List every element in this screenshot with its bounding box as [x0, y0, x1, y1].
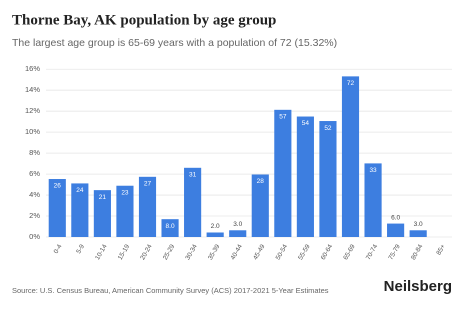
data-label: 33: [369, 167, 377, 174]
x-tick-label: 25-29: [162, 243, 177, 261]
data-label: 52: [324, 125, 332, 132]
bar: [48, 179, 66, 237]
y-tick-label: 16%: [25, 64, 40, 73]
source: Source: U.S. Census Bureau, American Com…: [12, 286, 329, 295]
bar: [409, 230, 427, 237]
y-tick-label: 8%: [29, 148, 40, 157]
bar: [274, 109, 292, 237]
x-tick-label: 85+: [435, 243, 447, 256]
y-tick-label: 4%: [29, 190, 40, 199]
brand: Neilsberg: [384, 278, 452, 295]
data-label: 28: [257, 178, 265, 185]
x-tick-label: 45-49: [252, 243, 267, 261]
data-label: 21: [99, 194, 107, 201]
y-tick-label: 2%: [29, 211, 40, 220]
y-tick-label: 14%: [25, 85, 40, 94]
x-tick-label: 80-84: [410, 243, 425, 261]
y-tick-label: 6%: [29, 169, 40, 178]
bar: [71, 183, 89, 237]
x-tick-label: 65-69: [342, 243, 357, 261]
x-tick-label: 20-24: [139, 243, 154, 261]
y-tick-label: 10%: [25, 127, 40, 136]
data-label: 3.0: [233, 221, 242, 228]
bar: [229, 230, 247, 237]
x-tick-label: 30-34: [184, 243, 199, 261]
x-tick-label: 5-9: [75, 243, 86, 255]
bar: [296, 116, 314, 237]
x-tick-label: 10-14: [94, 243, 109, 261]
bar: [161, 219, 179, 237]
data-label: 57: [279, 114, 287, 121]
data-label: 54: [302, 120, 310, 127]
bar: [341, 76, 360, 237]
data-label: 31: [189, 172, 197, 179]
x-tick-label: 35-39: [207, 243, 222, 261]
data-label: 2.0: [211, 223, 220, 230]
data-label: 3.0: [414, 221, 423, 228]
x-tick-label: 60-64: [320, 243, 335, 261]
data-label: 24: [76, 187, 84, 194]
data-label: 6.0: [391, 214, 400, 221]
x-tick-label: 70-74: [365, 243, 380, 261]
x-tick-label: 50-54: [275, 243, 290, 261]
data-label: 23: [121, 189, 129, 196]
data-label: 8.0: [166, 223, 175, 230]
x-tick-label: 15-19: [117, 243, 132, 261]
y-tick-label: 0%: [29, 232, 40, 241]
y-tick-label: 12%: [25, 106, 40, 115]
x-tick-label: 40-44: [230, 243, 245, 261]
bar: [116, 185, 134, 237]
bar: [251, 174, 269, 237]
bar: [206, 232, 224, 237]
chart-subtitle: The largest age group is 65-69 years wit…: [12, 37, 337, 49]
x-tick-label: 55-59: [297, 243, 312, 261]
bar: [319, 121, 337, 237]
data-label: 72: [347, 80, 355, 87]
bar: [138, 176, 157, 237]
x-tick-label: 75-79: [387, 243, 402, 261]
bar: [93, 190, 111, 237]
data-label: 27: [144, 181, 152, 188]
bar: [184, 167, 202, 237]
bar: [364, 163, 382, 237]
chart-title: Thorne Bay, AK population by age group: [12, 12, 276, 28]
data-label: 26: [54, 183, 62, 190]
bar: [387, 223, 405, 237]
x-tick-label: 0-4: [53, 243, 64, 255]
